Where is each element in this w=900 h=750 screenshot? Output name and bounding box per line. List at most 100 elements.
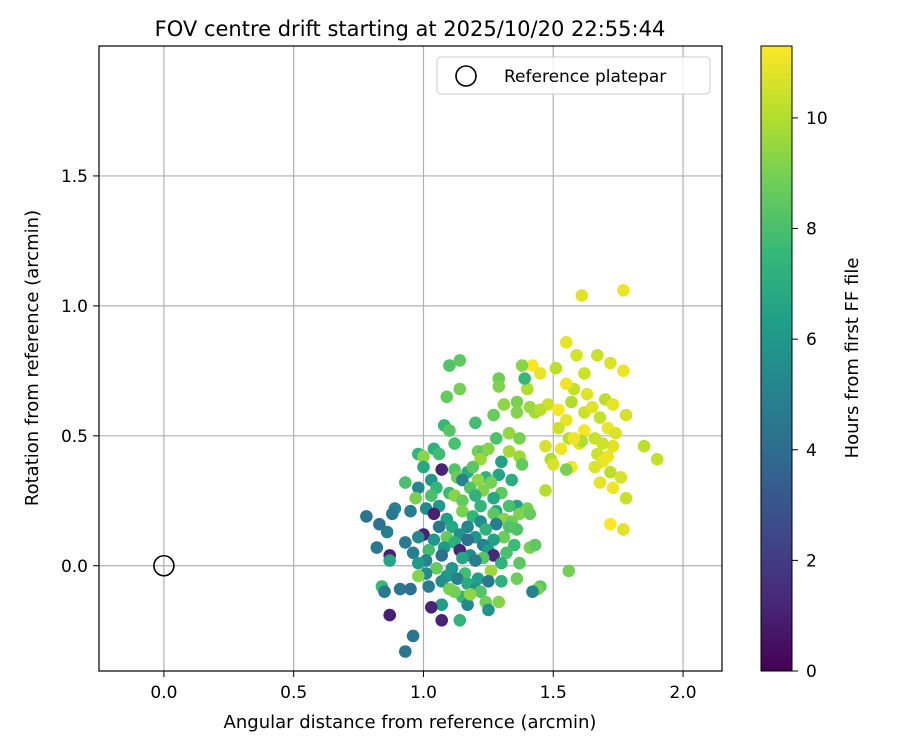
- colorbar-tick-label: 6: [806, 330, 817, 350]
- data-point: [492, 380, 506, 393]
- reference-marker: [153, 554, 175, 577]
- colorbar-tick-label: 2: [806, 551, 817, 571]
- data-point: [609, 426, 622, 440]
- data-point: [479, 523, 493, 536]
- data-point: [453, 354, 467, 367]
- data-point: [534, 403, 547, 417]
- data-point: [412, 569, 425, 583]
- data-point: [422, 543, 436, 557]
- data-point: [539, 484, 552, 497]
- data-point: [552, 421, 565, 435]
- plot-area: [99, 46, 722, 671]
- data-point: [383, 608, 397, 622]
- data-point: [492, 468, 506, 482]
- y-tick-label: 1.0: [61, 297, 88, 317]
- data-point: [518, 372, 531, 385]
- data-point: [435, 463, 449, 476]
- data-point: [482, 575, 495, 588]
- data-point: [386, 507, 399, 521]
- data-point: [510, 395, 524, 409]
- y-tick-label: 0.0: [61, 557, 88, 577]
- data-point: [435, 549, 449, 562]
- data-point: [495, 575, 508, 588]
- data-point: [430, 562, 443, 575]
- data-point: [578, 424, 591, 437]
- data-point: [487, 549, 500, 562]
- plot-frame: [98, 45, 723, 672]
- data-point: [492, 595, 506, 609]
- data-point: [399, 536, 412, 549]
- colorbar-tick-label: 0: [806, 662, 817, 682]
- x-tick-label: 0.5: [280, 683, 307, 703]
- data-point: [554, 442, 568, 456]
- data-point: [417, 460, 430, 474]
- data-point: [482, 442, 495, 456]
- data-point: [484, 476, 498, 489]
- data-point: [474, 585, 487, 598]
- data-point: [526, 585, 539, 598]
- data-point: [409, 491, 423, 505]
- data-point: [360, 510, 373, 523]
- data-point: [513, 556, 526, 570]
- data-point: [425, 489, 438, 502]
- data-point: [539, 439, 552, 453]
- data-point: [528, 538, 542, 552]
- data-point: [619, 491, 633, 505]
- data-point: [427, 507, 441, 521]
- data-point: [432, 520, 446, 534]
- data-point: [619, 408, 633, 422]
- data-point: [606, 481, 620, 495]
- data-point: [417, 450, 430, 463]
- data-point: [474, 452, 487, 466]
- data-point: [443, 424, 456, 437]
- data-point: [497, 530, 511, 544]
- data-point: [422, 580, 436, 593]
- data-point: [505, 473, 518, 487]
- y-tick-label: 0.5: [61, 427, 88, 447]
- data-point: [445, 520, 459, 534]
- colorbar: 0 2 4 6 8 10 Hours from first FF file: [760, 45, 863, 682]
- data-point: [380, 525, 394, 539]
- data-point: [461, 520, 474, 534]
- data-point: [404, 582, 417, 596]
- x-tick-label: 0.0: [150, 683, 177, 703]
- data-point: [510, 572, 524, 585]
- data-point: [523, 400, 537, 414]
- data-point: [453, 382, 467, 396]
- data-point: [562, 564, 576, 578]
- data-point: [521, 382, 534, 396]
- data-point: [495, 556, 508, 570]
- data-point: [502, 499, 516, 513]
- data-point: [412, 530, 425, 544]
- data-point: [463, 588, 477, 601]
- data-point: [549, 361, 563, 375]
- data-point: [567, 432, 581, 445]
- data-point: [617, 364, 630, 378]
- data-point: [469, 416, 482, 430]
- x-tick-label: 1.0: [410, 683, 437, 703]
- data-point: [560, 336, 573, 349]
- data-point: [585, 400, 599, 414]
- data-point: [552, 403, 565, 417]
- data-point: [461, 598, 474, 611]
- data-point: [383, 554, 397, 567]
- data-point: [406, 546, 420, 560]
- data-point: [614, 471, 628, 484]
- data-point: [474, 499, 487, 513]
- data-point: [593, 476, 607, 489]
- data-point: [547, 458, 560, 471]
- data-point: [440, 390, 454, 404]
- data-point: [456, 494, 469, 508]
- data-point: [489, 517, 503, 531]
- data-point: [484, 564, 498, 578]
- legend-marker-icon: [455, 65, 477, 87]
- data-point: [487, 491, 500, 505]
- x-tick-label: 2.0: [670, 683, 697, 703]
- data-point: [482, 603, 495, 617]
- data-point: [596, 437, 609, 450]
- data-point: [565, 395, 578, 409]
- data-point: [406, 629, 420, 643]
- data-point: [370, 541, 384, 554]
- colorbar-tick-label: 10: [806, 109, 828, 129]
- data-point: [487, 408, 500, 422]
